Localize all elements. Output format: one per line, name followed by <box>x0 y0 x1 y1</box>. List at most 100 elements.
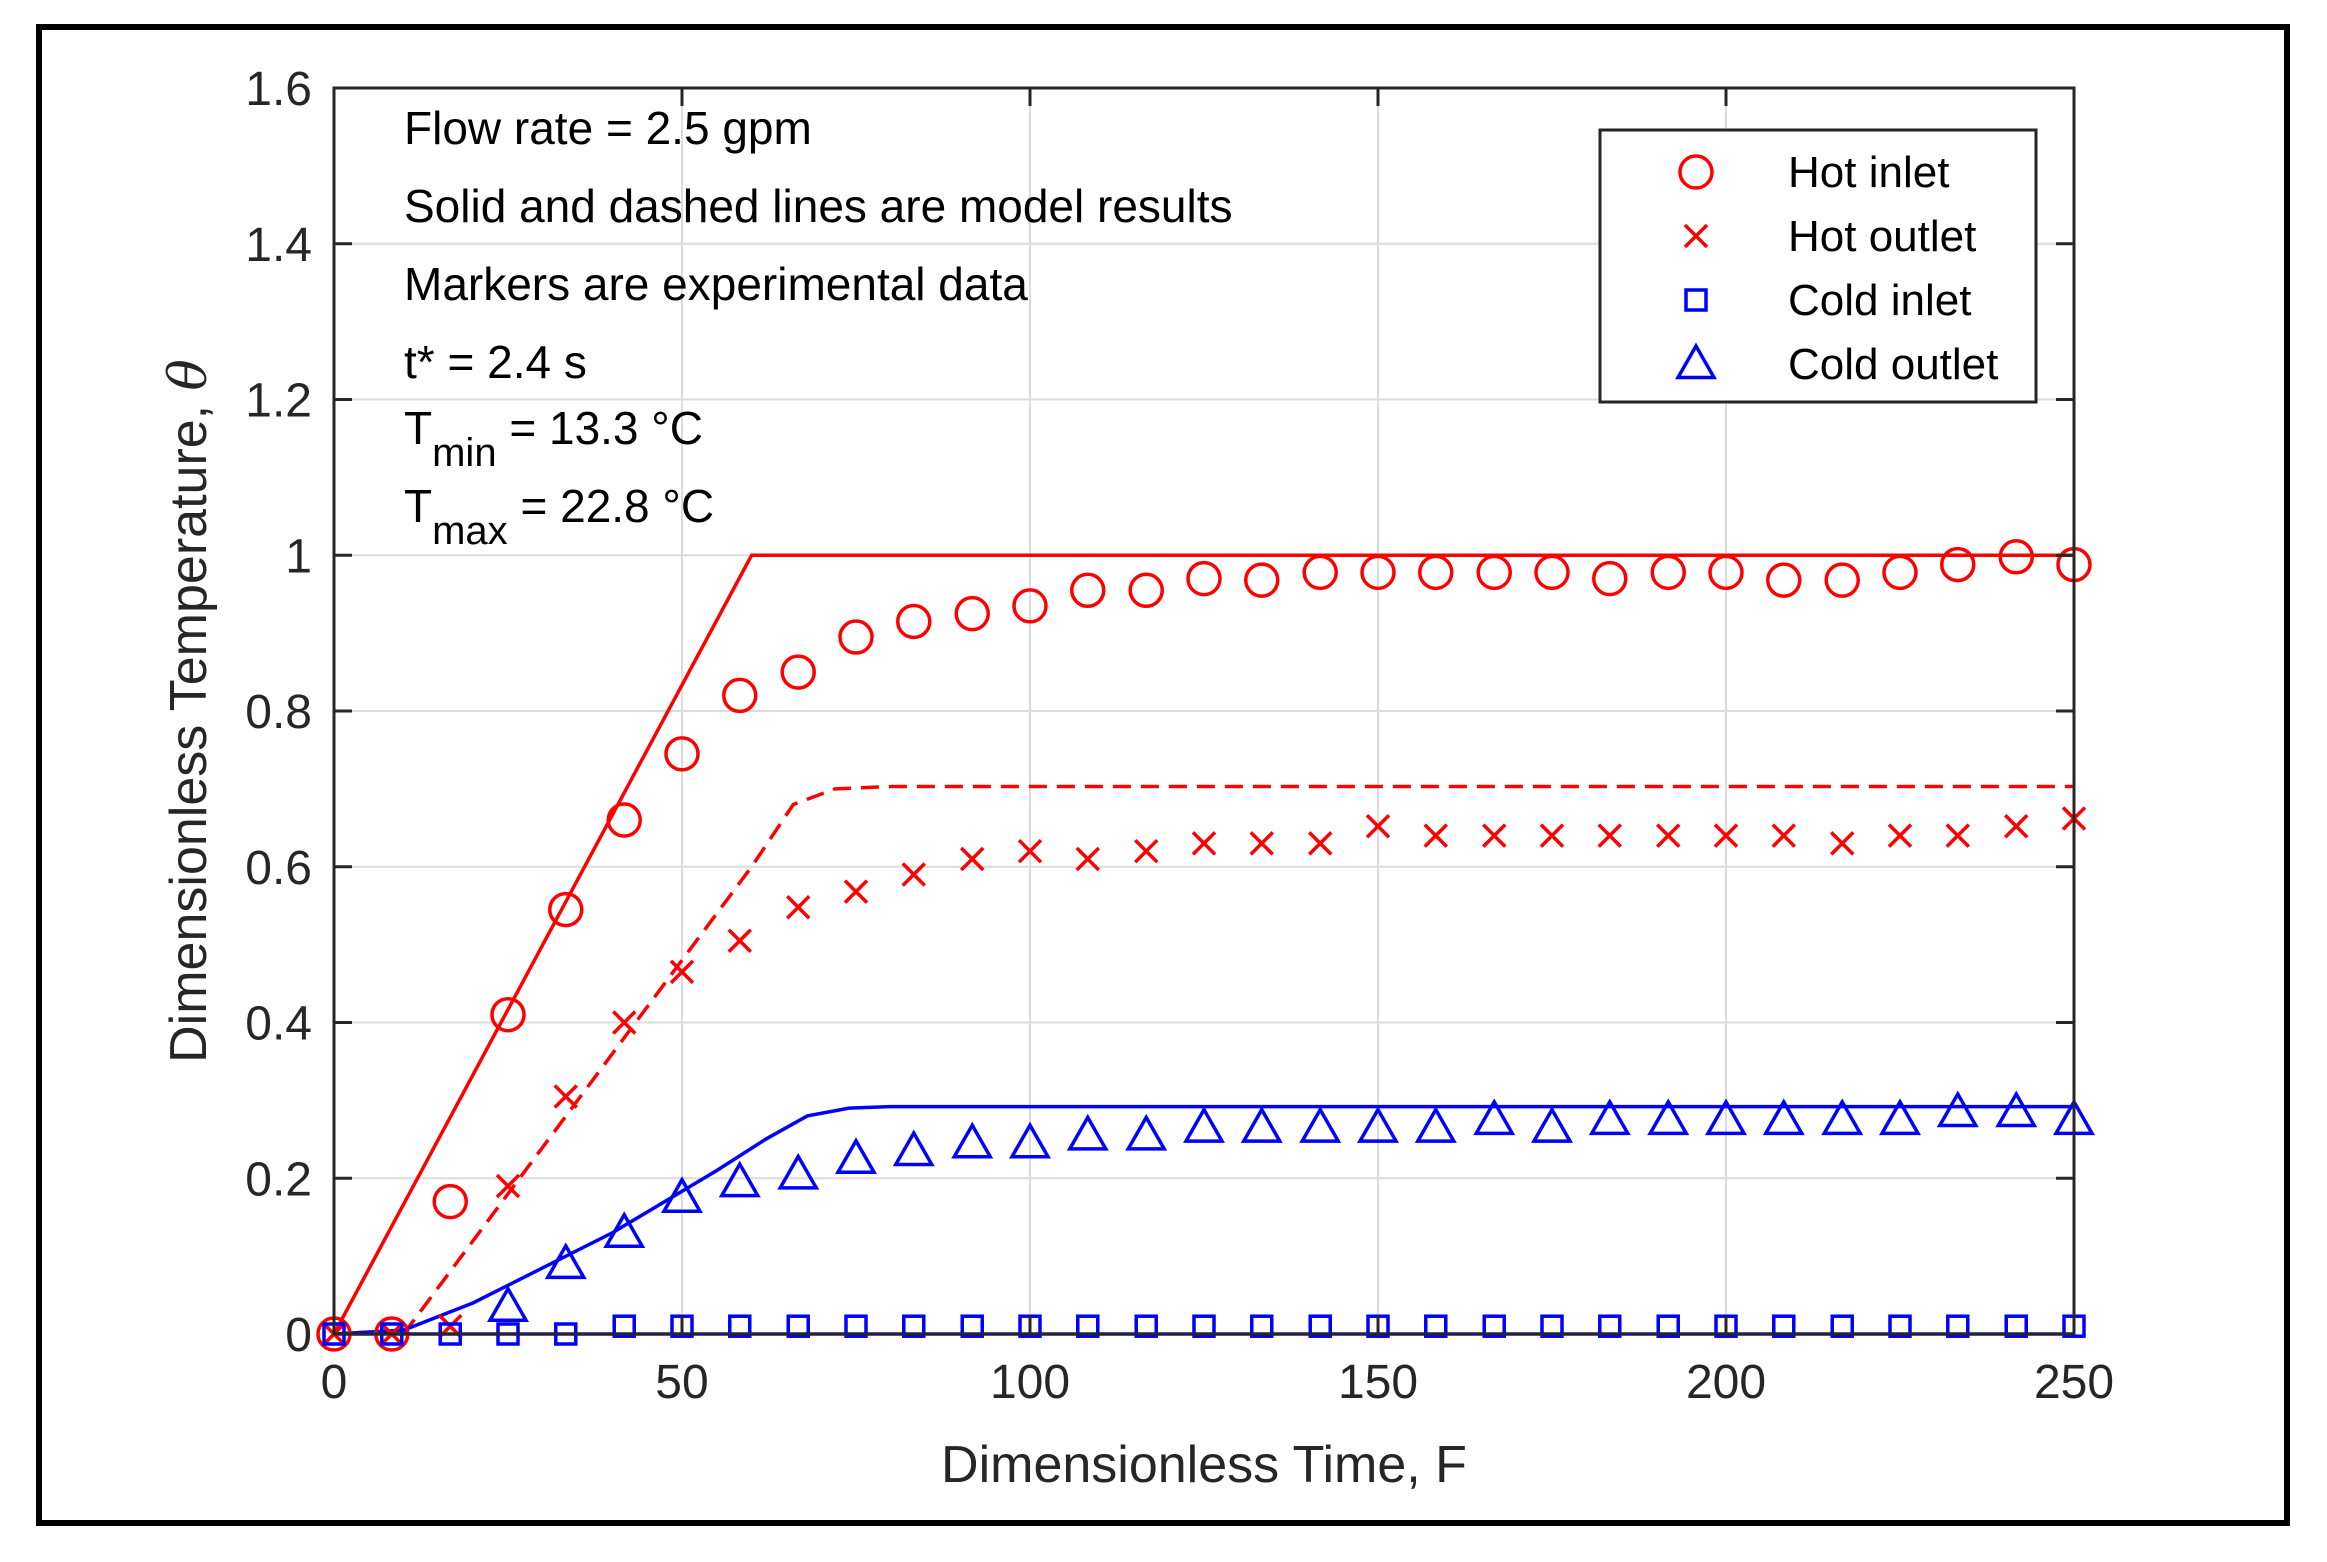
y-axis-label-symbol: θ <box>159 359 219 390</box>
annotation-flow-rate: Flow rate = 2.5 gpm <box>404 102 812 154</box>
series-hot-inlet <box>316 539 2092 1352</box>
legend-label: Hot outlet <box>1788 212 1976 261</box>
data-point <box>954 595 990 632</box>
data-point <box>1592 560 1628 597</box>
tmax-value: = 22.8 °C <box>508 480 714 532</box>
data-point <box>1307 831 1333 856</box>
data-point <box>669 959 695 985</box>
data-point <box>728 1314 752 1338</box>
data-point <box>1192 1314 1216 1338</box>
data-point <box>1365 814 1391 839</box>
data-point <box>1360 554 1396 591</box>
data-point <box>1414 1106 1457 1143</box>
data-point <box>1423 823 1449 848</box>
data-point <box>896 603 932 640</box>
data-point <box>1534 554 1570 591</box>
data-point <box>960 1314 984 1338</box>
data-point <box>1482 1314 1506 1338</box>
data-point <box>1299 1106 1342 1143</box>
data-point <box>1128 572 1164 609</box>
x-tick-label: 100 <box>990 1356 1070 1409</box>
data-point <box>1655 823 1681 848</box>
data-point <box>1017 838 1043 864</box>
data-point <box>1191 831 1217 856</box>
annotation-tstar: t* = 2.4 s <box>404 336 587 388</box>
data-point <box>1945 823 1971 848</box>
data-point <box>1249 831 1275 856</box>
x-tick-label: 0 <box>321 1356 348 1409</box>
data-point <box>1771 823 1797 848</box>
data-point <box>1940 546 1976 583</box>
data-point <box>1244 562 1280 598</box>
data-point <box>902 1314 926 1338</box>
data-point <box>786 1314 810 1338</box>
data-point <box>1356 1106 1400 1143</box>
data-point <box>1540 1314 1564 1338</box>
data-point <box>1946 1314 1970 1338</box>
data-point <box>611 1010 637 1035</box>
data-point <box>1240 1106 1283 1143</box>
data-point <box>603 1211 646 1249</box>
data-point <box>612 1314 636 1338</box>
legend-label: Cold outlet <box>1788 340 1998 389</box>
data-point <box>780 654 816 690</box>
model-line <box>332 553 2074 1335</box>
data-point <box>1888 1314 1912 1338</box>
data-point <box>1998 539 2034 575</box>
legend-label: Hot inlet <box>1788 148 1949 197</box>
data-point <box>432 1183 468 1220</box>
y-tick-label: 0.2 <box>245 1153 312 1206</box>
ticks: 0 50 100 150 200 250 0 0.2 0.4 0.6 0.8 1 1.2 1.4 1.6 <box>245 63 2114 1409</box>
data-point <box>1070 572 1106 609</box>
tmax-subscript: max <box>432 509 508 553</box>
data-point <box>1887 823 1913 848</box>
data-point <box>1829 831 1855 856</box>
data-point <box>495 1173 521 1199</box>
data-point <box>1995 1090 2038 1128</box>
annotation-tmax: Tmax = 22.8 °C <box>404 480 714 553</box>
series-cold-outlet <box>486 1090 2096 1322</box>
y-tick-label: 0.6 <box>245 842 312 895</box>
legend-marker <box>1678 154 1714 190</box>
data-point <box>486 1285 530 1322</box>
data-point <box>1125 1113 1168 1151</box>
legend-box <box>1598 128 2038 404</box>
data-point <box>785 895 811 920</box>
data-point <box>1134 1314 1158 1338</box>
data-point <box>1075 846 1101 872</box>
data-point <box>901 862 927 887</box>
legend-marker <box>1674 342 1718 380</box>
data-point <box>1708 554 1744 591</box>
tmin-subscript: min <box>432 431 496 475</box>
data-point <box>2004 1314 2028 1338</box>
data-point <box>777 1152 820 1190</box>
data-point <box>1824 562 1860 598</box>
y-tick-label: 0.8 <box>245 686 312 739</box>
data-point <box>1133 838 1159 864</box>
data-point <box>834 1137 878 1175</box>
data-point <box>1302 554 1338 591</box>
data-point <box>892 1129 935 1167</box>
x-tick-label: 200 <box>1686 1356 1766 1409</box>
data-point <box>1588 1098 1631 1136</box>
data-point <box>1476 554 1512 591</box>
data-point <box>1008 1121 1052 1159</box>
data-point <box>838 619 874 655</box>
data-point <box>1878 1098 1922 1136</box>
data-point <box>1076 1314 1100 1338</box>
data-point <box>1598 1314 1622 1338</box>
data-point <box>1308 1314 1332 1338</box>
data-point <box>1182 1106 1226 1143</box>
data-point <box>1424 1314 1448 1338</box>
data-point <box>1597 823 1623 848</box>
data-point <box>1012 588 1048 624</box>
data-point <box>1650 554 1686 591</box>
y-tick-label: 1 <box>285 530 312 583</box>
y-tick-label: 1.4 <box>245 219 312 272</box>
y-tick-label: 0 <box>285 1309 312 1362</box>
x-axis-label: Dimensionless Time, F <box>941 1436 1467 1494</box>
data-point <box>959 846 985 872</box>
data-point <box>1418 554 1454 591</box>
tmin-value: = 13.3 °C <box>497 402 703 454</box>
